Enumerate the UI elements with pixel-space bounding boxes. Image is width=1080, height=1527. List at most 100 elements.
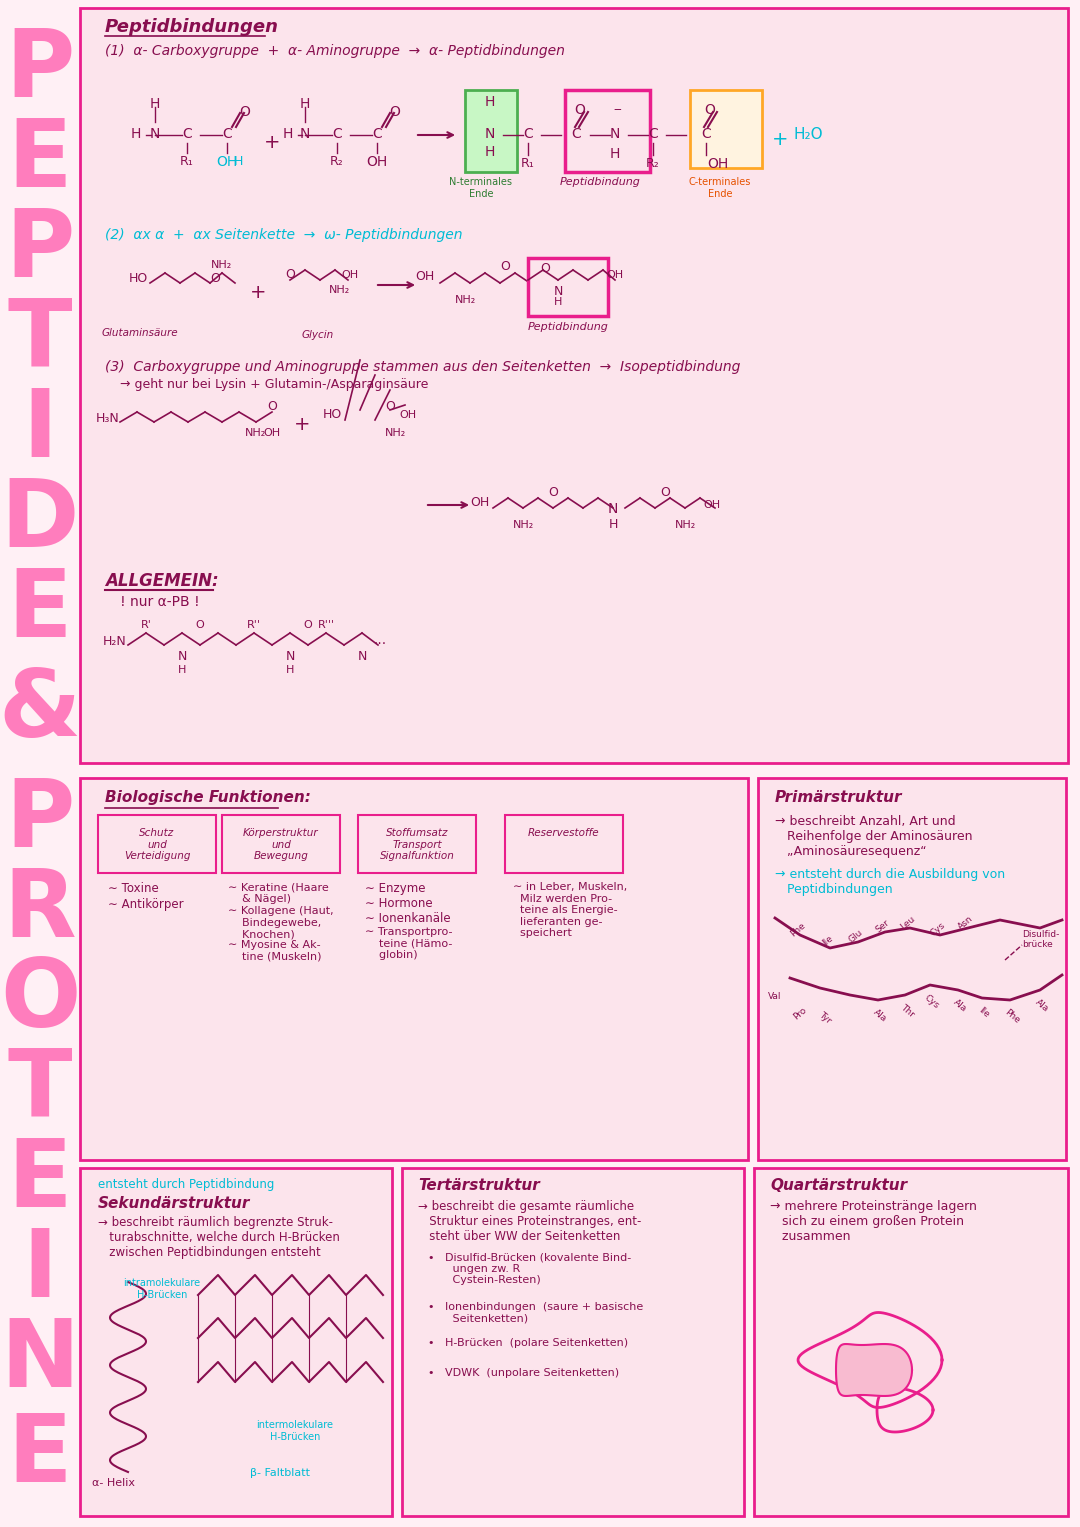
Text: +: +	[772, 130, 788, 150]
Text: H₂O: H₂O	[793, 127, 823, 142]
Text: C: C	[571, 127, 581, 140]
FancyBboxPatch shape	[758, 777, 1066, 1161]
FancyBboxPatch shape	[80, 777, 748, 1161]
Text: OH: OH	[607, 270, 623, 279]
Text: OH: OH	[341, 270, 359, 279]
Text: Schutz
und
Verteidigung: Schutz und Verteidigung	[124, 828, 190, 861]
Text: NH₂: NH₂	[384, 428, 406, 438]
Text: → beschreibt Anzahl, Art und
   Reihenfolge der Aminosäuren
   „Aminosäuresequen: → beschreibt Anzahl, Art und Reihenfolge…	[775, 815, 972, 858]
FancyBboxPatch shape	[80, 1168, 392, 1516]
Text: O: O	[267, 400, 276, 412]
Text: Peptidbindung: Peptidbindung	[527, 322, 608, 331]
FancyBboxPatch shape	[465, 90, 517, 173]
Text: C: C	[183, 127, 192, 140]
Text: Asn: Asn	[957, 915, 975, 931]
Text: +: +	[264, 133, 280, 153]
Text: Peptidbindung: Peptidbindung	[559, 177, 640, 186]
Text: ALLGEMEIN:: ALLGEMEIN:	[105, 573, 218, 589]
Text: O: O	[575, 102, 585, 118]
Text: I: I	[23, 385, 57, 476]
Text: N: N	[285, 651, 295, 663]
Text: H: H	[233, 156, 243, 168]
Text: Cys: Cys	[923, 993, 941, 1011]
Text: T: T	[8, 1044, 72, 1138]
Text: H: H	[300, 98, 310, 111]
Text: R₁: R₁	[522, 157, 535, 169]
Text: → entsteht durch die Ausbildung von
   Peptidbindungen: → entsteht durch die Ausbildung von Pept…	[775, 867, 1005, 896]
Text: T: T	[8, 295, 72, 386]
Text: •   VDWK  (unpolare Seitenketten): • VDWK (unpolare Seitenketten)	[428, 1368, 619, 1377]
Text: Disulfid-
brücke: Disulfid- brücke	[1022, 930, 1059, 950]
Text: C: C	[222, 127, 232, 140]
Text: (2)  αx α  +  αx Seitenkette  →  ω- Peptidbindungen: (2) αx α + αx Seitenkette → ω- Peptidbin…	[105, 228, 462, 241]
Text: OH: OH	[216, 156, 238, 169]
Text: E: E	[8, 115, 72, 208]
Text: ∼ Transportpro-
    teine (Hämo-
    globin): ∼ Transportpro- teine (Hämo- globin)	[365, 927, 453, 960]
Text: intramolekulare
H-Brücken: intramolekulare H-Brücken	[123, 1278, 201, 1299]
Text: Cys: Cys	[929, 921, 947, 938]
Text: ∼ Keratine (Haare
    & Nägel): ∼ Keratine (Haare & Nägel)	[228, 883, 328, 904]
Text: O: O	[285, 269, 295, 281]
Text: R₁: R₁	[180, 156, 194, 168]
Text: N: N	[300, 127, 310, 140]
Text: Ile: Ile	[977, 1006, 991, 1020]
Text: (1)  α- Carboxygruppe  +  α- Aminogruppe  →  α- Peptidbindungen: (1) α- Carboxygruppe + α- Aminogruppe → …	[105, 44, 565, 58]
FancyBboxPatch shape	[690, 90, 762, 168]
Text: intermolekulare
H-Brücken: intermolekulare H-Brücken	[257, 1420, 334, 1441]
Text: H: H	[131, 127, 141, 140]
Text: O: O	[548, 486, 558, 499]
Text: N: N	[553, 286, 563, 298]
Text: HO: HO	[322, 408, 341, 421]
Text: C: C	[701, 127, 711, 140]
Polygon shape	[877, 1388, 933, 1432]
Text: +: +	[249, 282, 267, 302]
Text: ∼ Antikörper: ∼ Antikörper	[108, 898, 184, 912]
FancyBboxPatch shape	[98, 815, 216, 873]
Text: OH: OH	[707, 157, 729, 171]
Text: NH₂: NH₂	[674, 521, 696, 530]
Text: H: H	[150, 98, 160, 111]
Text: E: E	[8, 1409, 72, 1503]
Text: H: H	[610, 147, 620, 160]
Text: NH₂: NH₂	[212, 260, 232, 270]
Text: D: D	[1, 475, 79, 567]
Text: O: O	[660, 486, 670, 499]
Text: Val: Val	[768, 993, 782, 1002]
Text: ∼ Toxine: ∼ Toxine	[108, 883, 159, 895]
Text: ∼ Ionenkanäle: ∼ Ionenkanäle	[365, 912, 450, 925]
Text: O: O	[303, 620, 312, 631]
Text: P: P	[5, 24, 75, 118]
Text: OH: OH	[703, 499, 720, 510]
Polygon shape	[836, 1344, 912, 1396]
Text: Phe: Phe	[788, 921, 808, 939]
Text: HO: HO	[129, 272, 148, 286]
Text: R'': R''	[247, 620, 261, 631]
Text: NH₂: NH₂	[329, 286, 351, 295]
Text: OH: OH	[366, 156, 388, 169]
Text: Sekundärstruktur: Sekundärstruktur	[98, 1196, 251, 1211]
Text: O: O	[540, 263, 550, 275]
Text: Ala: Ala	[872, 1008, 889, 1025]
Text: NH₂: NH₂	[245, 428, 267, 438]
Text: Peptidbindungen: Peptidbindungen	[105, 18, 279, 37]
Text: H: H	[485, 95, 496, 108]
Text: N: N	[485, 127, 496, 140]
Text: •   Disulfid-Brücken (kovalente Bind-
       ungen zw. R
       Cystein-Resten): • Disulfid-Brücken (kovalente Bind- unge…	[428, 1252, 631, 1286]
Text: OH: OH	[416, 270, 434, 282]
Text: H: H	[178, 664, 186, 675]
Text: NH₂: NH₂	[455, 295, 475, 305]
Text: H: H	[283, 127, 293, 140]
Text: Glycin: Glycin	[302, 330, 334, 341]
Text: ∼ Hormone: ∼ Hormone	[365, 896, 433, 910]
Text: α- Helix: α- Helix	[92, 1478, 135, 1487]
Text: &: &	[0, 664, 81, 757]
Text: Ala: Ala	[1034, 999, 1051, 1014]
Text: OH: OH	[264, 428, 281, 438]
Text: OH: OH	[471, 496, 489, 508]
Text: O: O	[195, 620, 204, 631]
Text: Quartärstruktur: Quartärstruktur	[770, 1177, 907, 1193]
Text: N: N	[608, 502, 618, 516]
Text: H: H	[608, 518, 618, 531]
Text: N: N	[357, 651, 367, 663]
Text: N-terminales
Ende: N-terminales Ende	[449, 177, 513, 199]
